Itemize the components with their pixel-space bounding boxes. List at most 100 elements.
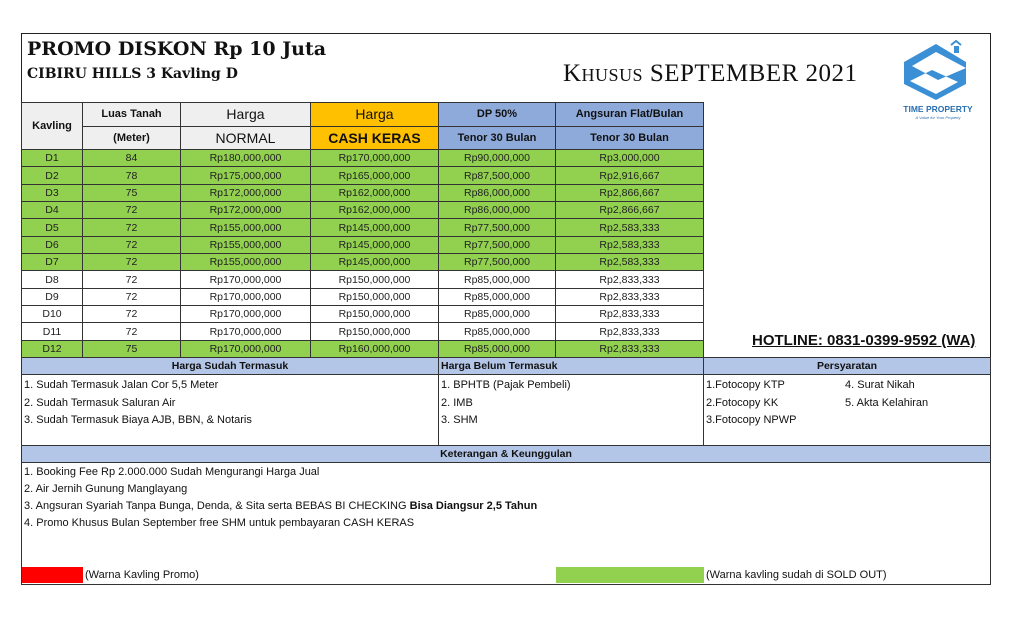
list-item: 1. Sudah Termasuk Jalan Cor 5,5 Meter (24, 379, 219, 391)
cell-angsuran: Rp2,583,333 (555, 235, 704, 255)
cell-normal: Rp170,000,000 (180, 287, 311, 307)
cell-dp: Rp85,000,000 (438, 270, 556, 289)
list-item: 2.Fotocopy KK (706, 397, 779, 409)
cell-luas: 78 (82, 166, 181, 185)
cell-dp: Rp77,500,000 (438, 235, 556, 255)
cell-angsuran: Rp2,583,333 (555, 253, 704, 272)
cell-kavling: D9 (21, 287, 83, 307)
table-row: D9 72 Rp170,000,000 Rp150,000,000 Rp85,000,0… (21, 287, 704, 307)
col-angsuran: Angsuran Flat/Bulan (555, 102, 704, 127)
cell-normal: Rp170,000,000 (180, 339, 311, 359)
cell-luas: 72 (82, 305, 181, 324)
cell-cash: Rp145,000,000 (310, 253, 439, 272)
cell-cash: Rp145,000,000 (310, 218, 439, 237)
hotline: HOTLINE: 0831-0399-9592 (WA) (752, 332, 976, 349)
cell-normal: Rp180,000,000 (180, 148, 311, 168)
col-luas-unit: (Meter) (82, 125, 181, 150)
cell-normal: Rp175,000,000 (180, 166, 311, 185)
belum-list: 1. BPHTB (Pajak Pembeli) 2. IMB 3. SHM (438, 374, 704, 446)
col-kavling: Kavling (21, 102, 83, 150)
cell-angsuran: Rp2,866,667 (555, 201, 704, 220)
list-item: 1. BPHTB (Pajak Pembeli) (441, 379, 571, 391)
cell-cash: Rp160,000,000 (310, 339, 439, 359)
cell-kavling: D6 (21, 235, 83, 255)
table-row: D3 75 Rp172,000,000 Rp162,000,000 Rp86,000,0… (21, 183, 704, 203)
list-item: 1.Fotocopy KTP (706, 379, 785, 391)
cell-normal: Rp170,000,000 (180, 270, 311, 289)
sudah-header: Harga Sudah Termasuk (21, 357, 439, 375)
col-normal: Harga (180, 102, 311, 127)
list-item: 1. Booking Fee Rp 2.000.000 Sudah Mengur… (24, 466, 320, 478)
project-subtitle: CIBIRU HILLS 3 Kavling D (27, 66, 238, 82)
table-row: D4 72 Rp172,000,000 Rp162,000,000 Rp86,000,0… (21, 201, 704, 220)
cell-luas: 84 (82, 148, 181, 168)
time-property-logo: TIME PROPERTY A Value for Your Property (898, 39, 978, 122)
list-item: 3. Angsuran Syariah Tanpa Bunga, Denda, … (24, 500, 537, 512)
cell-luas: 72 (82, 201, 181, 220)
keterangan-header: Keterangan & Keunggulan (21, 445, 991, 463)
cell-dp: Rp85,000,000 (438, 287, 556, 307)
item-text: 3. Angsuran Syariah Tanpa Bunga, Denda, … (24, 500, 410, 512)
cell-normal: Rp172,000,000 (180, 183, 311, 203)
cell-kavling: D7 (21, 253, 83, 272)
cell-cash: Rp150,000,000 (310, 270, 439, 289)
promo-title: PROMO DISKON Rp 10 Juta (27, 38, 327, 60)
cell-dp: Rp87,500,000 (438, 166, 556, 185)
cell-normal: Rp172,000,000 (180, 201, 311, 220)
syarat-header: Persyaratan (703, 357, 991, 375)
cell-kavling: D11 (21, 322, 83, 341)
cell-cash: Rp165,000,000 (310, 166, 439, 185)
cell-luas: 75 (82, 339, 181, 359)
list-item: 2. Sudah Termasuk Saluran Air (24, 397, 176, 409)
cell-cash: Rp162,000,000 (310, 183, 439, 203)
col-cash-sub: CASH KERAS (310, 125, 439, 150)
cell-kavling: D5 (21, 218, 83, 237)
cell-kavling: D3 (21, 183, 83, 203)
cell-angsuran: Rp2,833,333 (555, 287, 704, 307)
svg-text:A Value for Your Property: A Value for Your Property (915, 115, 962, 120)
table-row: D2 78 Rp175,000,000 Rp165,000,000 Rp87,500,0… (21, 166, 704, 185)
cell-cash: Rp162,000,000 (310, 201, 439, 220)
promo-legend-label: (Warna Kavling Promo) (85, 569, 199, 581)
table-row: D7 72 Rp155,000,000 Rp145,000,000 Rp77,500,0… (21, 253, 704, 272)
item-bold-text: Bisa Diangsur 2,5 Tahun (409, 500, 538, 512)
list-item: 3. SHM (441, 414, 478, 426)
cell-cash: Rp145,000,000 (310, 235, 439, 255)
cell-angsuran: Rp2,833,333 (555, 339, 704, 359)
col-normal-sub: NORMAL (180, 125, 311, 150)
promo-color-swatch (22, 567, 83, 583)
house-logo-icon: TIME PROPERTY A Value for Your Property (903, 39, 973, 120)
cell-kavling: D2 (21, 166, 83, 185)
cell-normal: Rp155,000,000 (180, 218, 311, 237)
table-row: D1 84 Rp180,000,000 Rp170,000,000 Rp90,000,0… (21, 148, 704, 168)
table-row: D11 72 Rp170,000,000 Rp150,000,000 Rp85,000,… (21, 322, 704, 341)
syarat-list: 1.Fotocopy KTP 2.Fotocopy KK 3.Fotocopy … (703, 374, 991, 446)
cell-dp: Rp90,000,000 (438, 148, 556, 168)
belum-header: Harga Belum Termasuk (438, 357, 704, 375)
cell-angsuran: Rp2,583,333 (555, 218, 704, 237)
table-row: D5 72 Rp155,000,000 Rp145,000,000 Rp77,500,0… (21, 218, 704, 237)
cell-dp: Rp85,000,000 (438, 322, 556, 341)
cell-luas: 72 (82, 218, 181, 237)
cell-luas: 72 (82, 235, 181, 255)
col-dp: DP 50% (438, 102, 556, 127)
col-cash: Harga (310, 102, 439, 127)
price-table: Kavling Luas Tanah Harga Harga DP 50% An… (21, 102, 704, 359)
cell-kavling: D10 (21, 305, 83, 324)
cell-angsuran: Rp2,866,667 (555, 183, 704, 203)
keterangan-list: 1. Booking Fee Rp 2.000.000 Sudah Mengur… (21, 462, 991, 585)
table-row: D6 72 Rp155,000,000 Rp145,000,000 Rp77,500,0… (21, 235, 704, 255)
cell-cash: Rp170,000,000 (310, 148, 439, 168)
cell-kavling: D8 (21, 270, 83, 289)
cell-kavling: D4 (21, 201, 83, 220)
list-item: 2. IMB (441, 397, 473, 409)
cell-normal: Rp170,000,000 (180, 322, 311, 341)
cell-dp: Rp86,000,000 (438, 183, 556, 203)
cell-dp: Rp85,000,000 (438, 339, 556, 359)
cell-angsuran: Rp2,833,333 (555, 305, 704, 324)
table-row: D8 72 Rp170,000,000 Rp150,000,000 Rp85,000,0… (21, 270, 704, 289)
list-item: 4. Surat Nikah (845, 379, 915, 391)
cell-cash: Rp150,000,000 (310, 305, 439, 324)
cell-dp: Rp86,000,000 (438, 201, 556, 220)
sold-color-swatch (556, 567, 704, 583)
